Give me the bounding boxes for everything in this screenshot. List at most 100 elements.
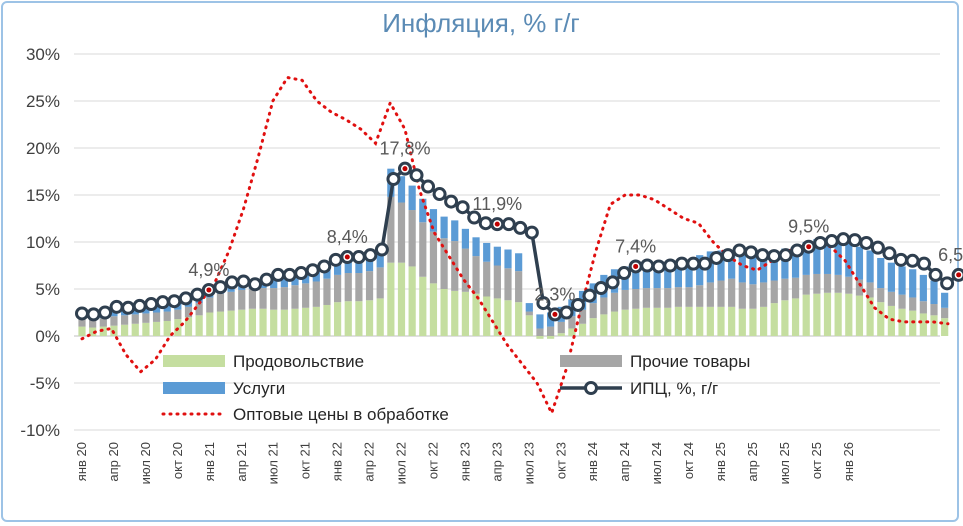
other-goods-bar (919, 301, 927, 314)
x-tick-label: янв 24 (585, 442, 600, 481)
y-tick-label: 20% (26, 139, 60, 158)
food-bar (813, 293, 821, 336)
food-bar (547, 336, 555, 339)
food-bar (749, 308, 757, 336)
cpi-data-label: 7,4% (615, 236, 656, 256)
cpi-data-label: 2,3% (534, 284, 575, 304)
cpi-point (259, 272, 274, 287)
x-tick-label: окт 23 (553, 442, 568, 479)
services-bar (717, 250, 725, 281)
x-tick-label: апр 24 (617, 442, 632, 482)
services-bar (728, 250, 736, 279)
services-bar (642, 264, 651, 289)
other-goods-bar (334, 274, 342, 303)
services-bar (344, 256, 352, 274)
x-tick-label: окт 25 (809, 442, 824, 479)
cpi-data-label: 8,4% (327, 227, 368, 247)
other-goods-bar (781, 278, 789, 301)
food-bar (823, 292, 832, 336)
food-bar (493, 298, 501, 336)
cpi-point (98, 305, 113, 320)
other-goods-bar (365, 271, 374, 301)
services-bar (355, 256, 363, 274)
other-goods-bar (674, 287, 682, 307)
cpi-point (305, 263, 320, 278)
cpi-point (374, 242, 389, 257)
other-goods-bar (121, 315, 129, 325)
cpi-point (940, 276, 955, 291)
cpi-label-dot (402, 166, 408, 172)
services-bar (142, 304, 150, 314)
cpi-data-label: 9,5% (788, 217, 829, 237)
x-tick-label: апр 20 (106, 442, 121, 482)
services-bar (941, 292, 949, 308)
cpi-point (767, 249, 782, 264)
services-bar (791, 246, 800, 278)
food-bar (568, 328, 576, 336)
cpi-point (444, 194, 459, 209)
other-goods-bar (227, 291, 235, 311)
other-goods-bar (270, 288, 278, 310)
cpi-data-label: 4,9% (188, 260, 229, 280)
other-goods-bar (110, 316, 118, 326)
cpi-point (640, 258, 655, 273)
cpi-label-dot (344, 254, 350, 260)
cpi-point (744, 245, 759, 260)
other-goods-bar (344, 273, 352, 302)
other-goods-bar (515, 271, 523, 303)
food-bar (302, 307, 310, 336)
food-bar (89, 327, 97, 336)
services-bar (365, 253, 374, 272)
x-tick-label: апр 22 (362, 442, 377, 482)
other-goods-bar (706, 282, 714, 307)
x-tick-label: янв 23 (457, 442, 472, 481)
cpi-label-dot (494, 221, 500, 227)
services-bar (440, 216, 448, 239)
other-goods-bar (323, 278, 331, 305)
other-goods-bar (760, 282, 768, 307)
cpi-point (363, 248, 378, 263)
services-bar (376, 248, 384, 268)
services-bar (674, 261, 682, 288)
food-bar (78, 326, 86, 336)
food-bar (504, 300, 512, 336)
food-bar (195, 315, 203, 336)
x-tick-label: июл 25 (777, 442, 792, 484)
x-tick-label: окт 24 (681, 442, 696, 479)
food-bar (578, 323, 587, 336)
x-tick-label: окт 21 (298, 442, 313, 479)
food-bar (365, 300, 374, 336)
food-bar (738, 308, 746, 336)
food-bar (642, 307, 651, 336)
services-bar (738, 254, 746, 283)
other-goods-bar (472, 256, 480, 294)
services-bar (845, 242, 853, 277)
other-goods-bar (387, 196, 395, 263)
cpi-point (455, 200, 470, 215)
legend-swatch (163, 382, 225, 394)
other-goods-bar (248, 289, 256, 309)
x-tick-label: янв 21 (202, 442, 217, 481)
other-goods-bar (909, 297, 917, 311)
x-tick-label: окт 20 (170, 442, 185, 479)
services-bar (653, 264, 661, 289)
cpi-point (121, 300, 136, 315)
legend-label: Оптовые цены в обработке (233, 405, 449, 424)
cpi-point (167, 294, 182, 309)
cpi-point (905, 253, 920, 268)
other-goods-bar (813, 273, 821, 294)
cpi-point (663, 258, 678, 273)
food-bar (312, 306, 320, 336)
food-bar (770, 303, 778, 336)
other-goods-bar (195, 303, 203, 316)
food-bar (259, 308, 267, 336)
food-bar (227, 310, 235, 336)
cpi-point (755, 248, 770, 263)
cpi-point (824, 234, 839, 249)
other-goods-bar (291, 285, 299, 309)
legend-label: Прочие товары (630, 352, 750, 371)
food-bar (791, 298, 800, 336)
x-tick-label: июл 20 (138, 442, 153, 484)
other-goods-bar (483, 261, 491, 297)
food-bar (717, 306, 725, 336)
